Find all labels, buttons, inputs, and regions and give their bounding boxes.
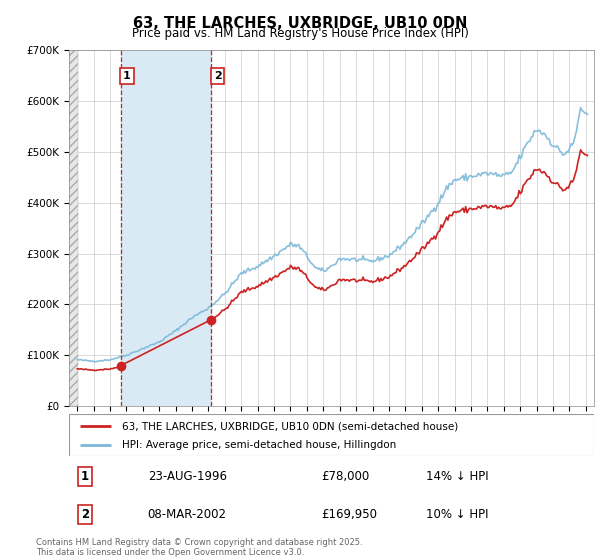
- Bar: [121, 50, 211, 406]
- Text: 23-AUG-1996: 23-AUG-1996: [148, 470, 227, 483]
- Text: 63, THE LARCHES, UXBRIDGE, UB10 0DN (semi-detached house): 63, THE LARCHES, UXBRIDGE, UB10 0DN (sem…: [121, 421, 458, 431]
- Text: 1: 1: [80, 470, 89, 483]
- Text: 2: 2: [80, 508, 89, 521]
- Text: 08-MAR-2002: 08-MAR-2002: [148, 508, 227, 521]
- Text: Price paid vs. HM Land Registry's House Price Index (HPI): Price paid vs. HM Land Registry's House …: [131, 27, 469, 40]
- Text: 10% ↓ HPI: 10% ↓ HPI: [426, 508, 488, 521]
- Bar: [69, 50, 78, 406]
- Text: Contains HM Land Registry data © Crown copyright and database right 2025.
This d: Contains HM Land Registry data © Crown c…: [36, 538, 362, 557]
- Text: 14% ↓ HPI: 14% ↓ HPI: [426, 470, 488, 483]
- Text: 2: 2: [214, 71, 221, 81]
- Text: HPI: Average price, semi-detached house, Hillingdon: HPI: Average price, semi-detached house,…: [121, 440, 396, 450]
- Text: 1: 1: [123, 71, 131, 81]
- Text: £169,950: £169,950: [321, 508, 377, 521]
- Text: 63, THE LARCHES, UXBRIDGE, UB10 0DN: 63, THE LARCHES, UXBRIDGE, UB10 0DN: [133, 16, 467, 31]
- Text: £78,000: £78,000: [321, 470, 369, 483]
